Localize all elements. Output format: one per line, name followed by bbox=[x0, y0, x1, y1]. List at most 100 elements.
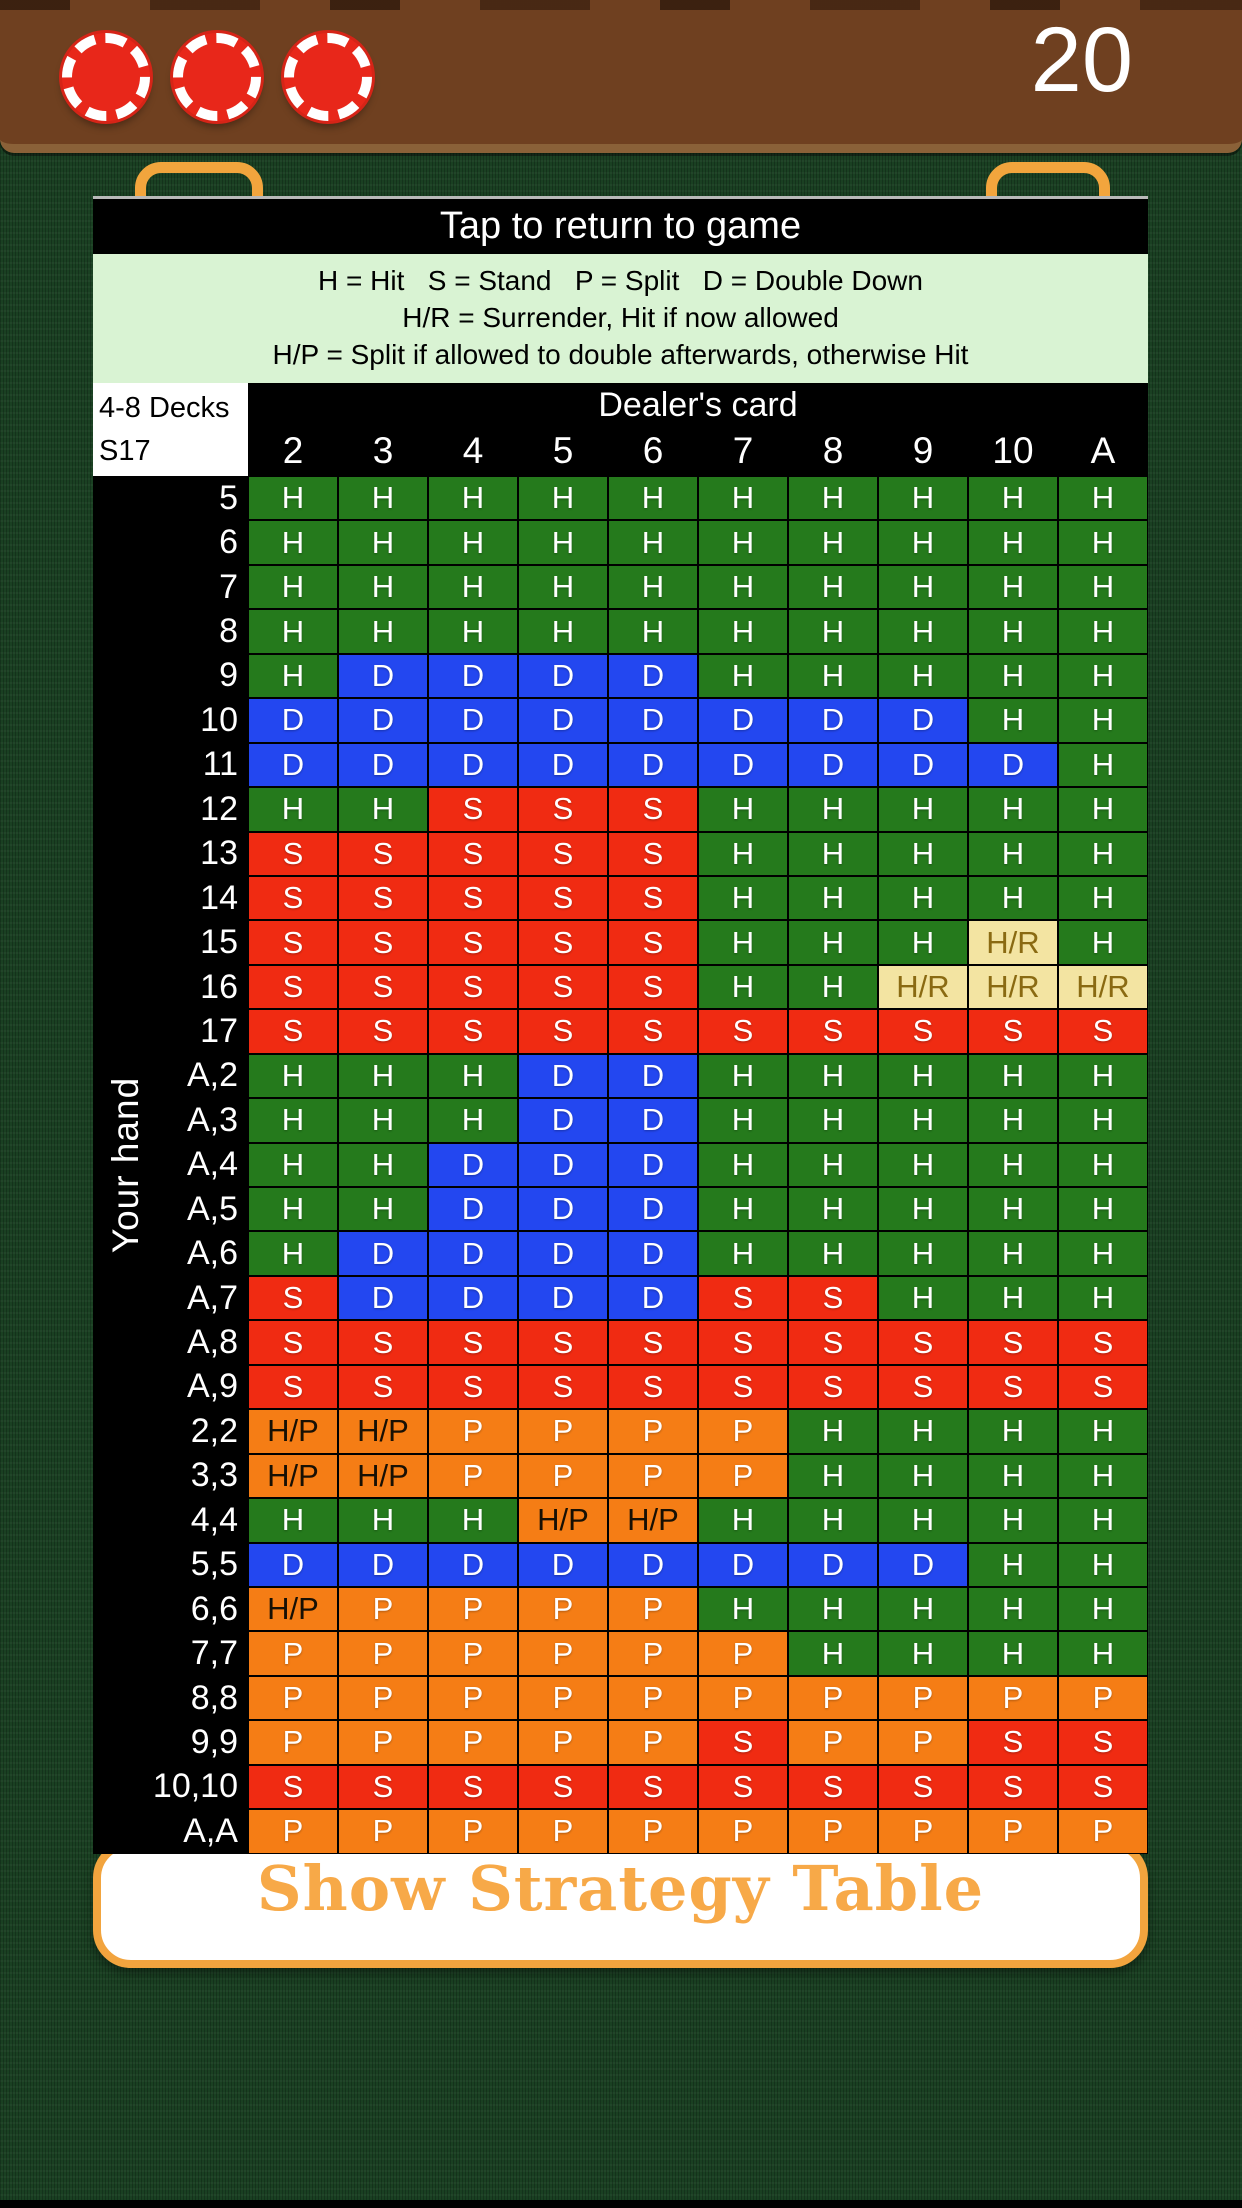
strategy-cell: D bbox=[518, 1187, 608, 1232]
strategy-cell: S bbox=[968, 1764, 1058, 1810]
strategy-cell: H bbox=[248, 1187, 338, 1232]
strategy-cell: H bbox=[968, 787, 1058, 832]
strategy-cell: D bbox=[788, 698, 878, 743]
strategy-cell: D bbox=[428, 1542, 518, 1587]
strategy-cell: S bbox=[338, 964, 428, 1010]
strategy-cell: H bbox=[338, 476, 428, 521]
dealer-col-header: 7 bbox=[732, 429, 754, 471]
strategy-cell: S bbox=[518, 831, 608, 876]
strategy-cell: H bbox=[608, 476, 698, 521]
strategy-cell: D bbox=[338, 1231, 428, 1276]
row-label: 11 bbox=[93, 742, 248, 788]
row-label: 7,7 bbox=[93, 1631, 248, 1676]
strategy-cell: H bbox=[1058, 698, 1148, 743]
strategy-cell: D bbox=[428, 1275, 518, 1321]
strategy-cell: H bbox=[428, 564, 518, 610]
strategy-cell: H bbox=[878, 831, 968, 876]
strategy-cell: H bbox=[1058, 476, 1148, 521]
strategy-cell: P bbox=[518, 1720, 608, 1765]
table-row: 11 D D D D D D D D D H bbox=[93, 742, 1148, 788]
strategy-cell: H bbox=[968, 1542, 1058, 1587]
strategy-cell: H bbox=[1058, 1275, 1148, 1321]
strategy-cell: H bbox=[878, 1231, 968, 1276]
strategy-cell: H bbox=[788, 875, 878, 921]
dealer-col-header: 8 bbox=[822, 429, 844, 471]
strategy-cell: H bbox=[788, 1053, 878, 1099]
row-label: A,8 bbox=[93, 1320, 248, 1365]
row-label: 15 bbox=[93, 920, 248, 965]
strategy-cell: P bbox=[608, 1675, 698, 1721]
strategy-cell: H bbox=[878, 520, 968, 565]
strategy-cell: H bbox=[788, 964, 878, 1010]
table-row: 3,3 H/P H/P P P P P H H H H bbox=[93, 1453, 1148, 1499]
strategy-cell: S bbox=[338, 1009, 428, 1054]
strategy-cell: D bbox=[698, 698, 788, 743]
strategy-cell: H/P bbox=[518, 1498, 608, 1543]
strategy-cell: H bbox=[1058, 1053, 1148, 1099]
strategy-cell: D bbox=[428, 653, 518, 699]
strategy-cell: H bbox=[518, 564, 608, 610]
legend-line: H/R = Surrender, Hit if now allowed bbox=[402, 302, 839, 333]
strategy-cell: H bbox=[968, 1453, 1058, 1499]
strategy-cell: H bbox=[248, 609, 338, 654]
row-label: 6,6 bbox=[93, 1586, 248, 1632]
deck-rules-cell: 4-8 Decks S17 bbox=[93, 383, 248, 476]
table-row: 12 H H S S S H H H H H bbox=[93, 787, 1148, 832]
strategy-cell: P bbox=[788, 1720, 878, 1765]
strategy-cell: P bbox=[608, 1631, 698, 1676]
strategy-cell: H bbox=[698, 564, 788, 610]
strategy-cell: D bbox=[428, 1187, 518, 1232]
strategy-cell: S bbox=[608, 787, 698, 832]
row-label: 5 bbox=[93, 476, 248, 521]
strategy-cell: H bbox=[248, 564, 338, 610]
strategy-cell: H bbox=[1058, 831, 1148, 876]
row-label: A,A bbox=[93, 1809, 248, 1854]
strategy-cell: D bbox=[248, 742, 338, 788]
strategy-cell: H/P bbox=[248, 1453, 338, 1499]
strategy-cell: H bbox=[698, 831, 788, 876]
strategy-cell: H bbox=[698, 1142, 788, 1187]
strategy-cell: H bbox=[968, 653, 1058, 699]
strategy-cell: H bbox=[428, 1498, 518, 1543]
strategy-cell: H bbox=[1058, 1098, 1148, 1143]
strategy-cell: D bbox=[518, 1542, 608, 1587]
row-label: 4,4 bbox=[93, 1498, 248, 1543]
strategy-table-overlay[interactable]: Tap to return to game H = Hit S = Stand … bbox=[93, 196, 1148, 1854]
strategy-cell: D bbox=[608, 1098, 698, 1143]
table-row: 16 S S S S S H H H/R H/R H/R bbox=[93, 964, 1148, 1010]
show-strategy-table-button[interactable]: Show Strategy Table bbox=[93, 1840, 1148, 1968]
strategy-cell: H bbox=[698, 1498, 788, 1543]
strategy-cell: H bbox=[878, 1586, 968, 1632]
table-row: 2,2 H/P H/P P P P P H H H H bbox=[93, 1409, 1148, 1454]
strategy-cell: P bbox=[428, 1675, 518, 1721]
strategy-cell: S bbox=[968, 1720, 1058, 1765]
table-row: 8,8 P P P P P P P P P P bbox=[93, 1675, 1148, 1721]
strategy-cell: H bbox=[968, 1631, 1058, 1676]
strategy-cell: D bbox=[608, 1542, 698, 1587]
bet-chip bbox=[284, 33, 372, 121]
strategy-cell: P bbox=[338, 1809, 428, 1854]
strategy-cell: S bbox=[428, 1764, 518, 1810]
strategy-cell: S bbox=[608, 1320, 698, 1365]
strategy-cell: H/P bbox=[248, 1586, 338, 1632]
strategy-cell: H bbox=[788, 920, 878, 965]
strategy-cell: S bbox=[1058, 1764, 1148, 1810]
strategy-cell: H bbox=[1058, 1542, 1148, 1587]
strategy-cell: H bbox=[338, 1053, 428, 1099]
strategy-cell: P bbox=[248, 1809, 338, 1854]
strategy-cell: D bbox=[518, 653, 608, 699]
strategy-cell: P bbox=[338, 1720, 428, 1765]
strategy-cell: H bbox=[1058, 875, 1148, 921]
strategy-cell: H/P bbox=[338, 1453, 428, 1499]
strategy-cell: H bbox=[878, 1409, 968, 1454]
tap-to-return-banner[interactable]: Tap to return to game bbox=[93, 196, 1148, 254]
strategy-cell: D bbox=[608, 653, 698, 699]
your-hand-label: Your hand bbox=[105, 1076, 146, 1253]
row-label: A,2 bbox=[93, 1053, 248, 1099]
strategy-cell: P bbox=[698, 1409, 788, 1454]
strategy-cell: H bbox=[968, 564, 1058, 610]
strategy-cell: D bbox=[518, 1275, 608, 1321]
strategy-cell: P bbox=[608, 1586, 698, 1632]
strategy-cell: H/P bbox=[248, 1409, 338, 1454]
strategy-cell: P bbox=[788, 1809, 878, 1854]
